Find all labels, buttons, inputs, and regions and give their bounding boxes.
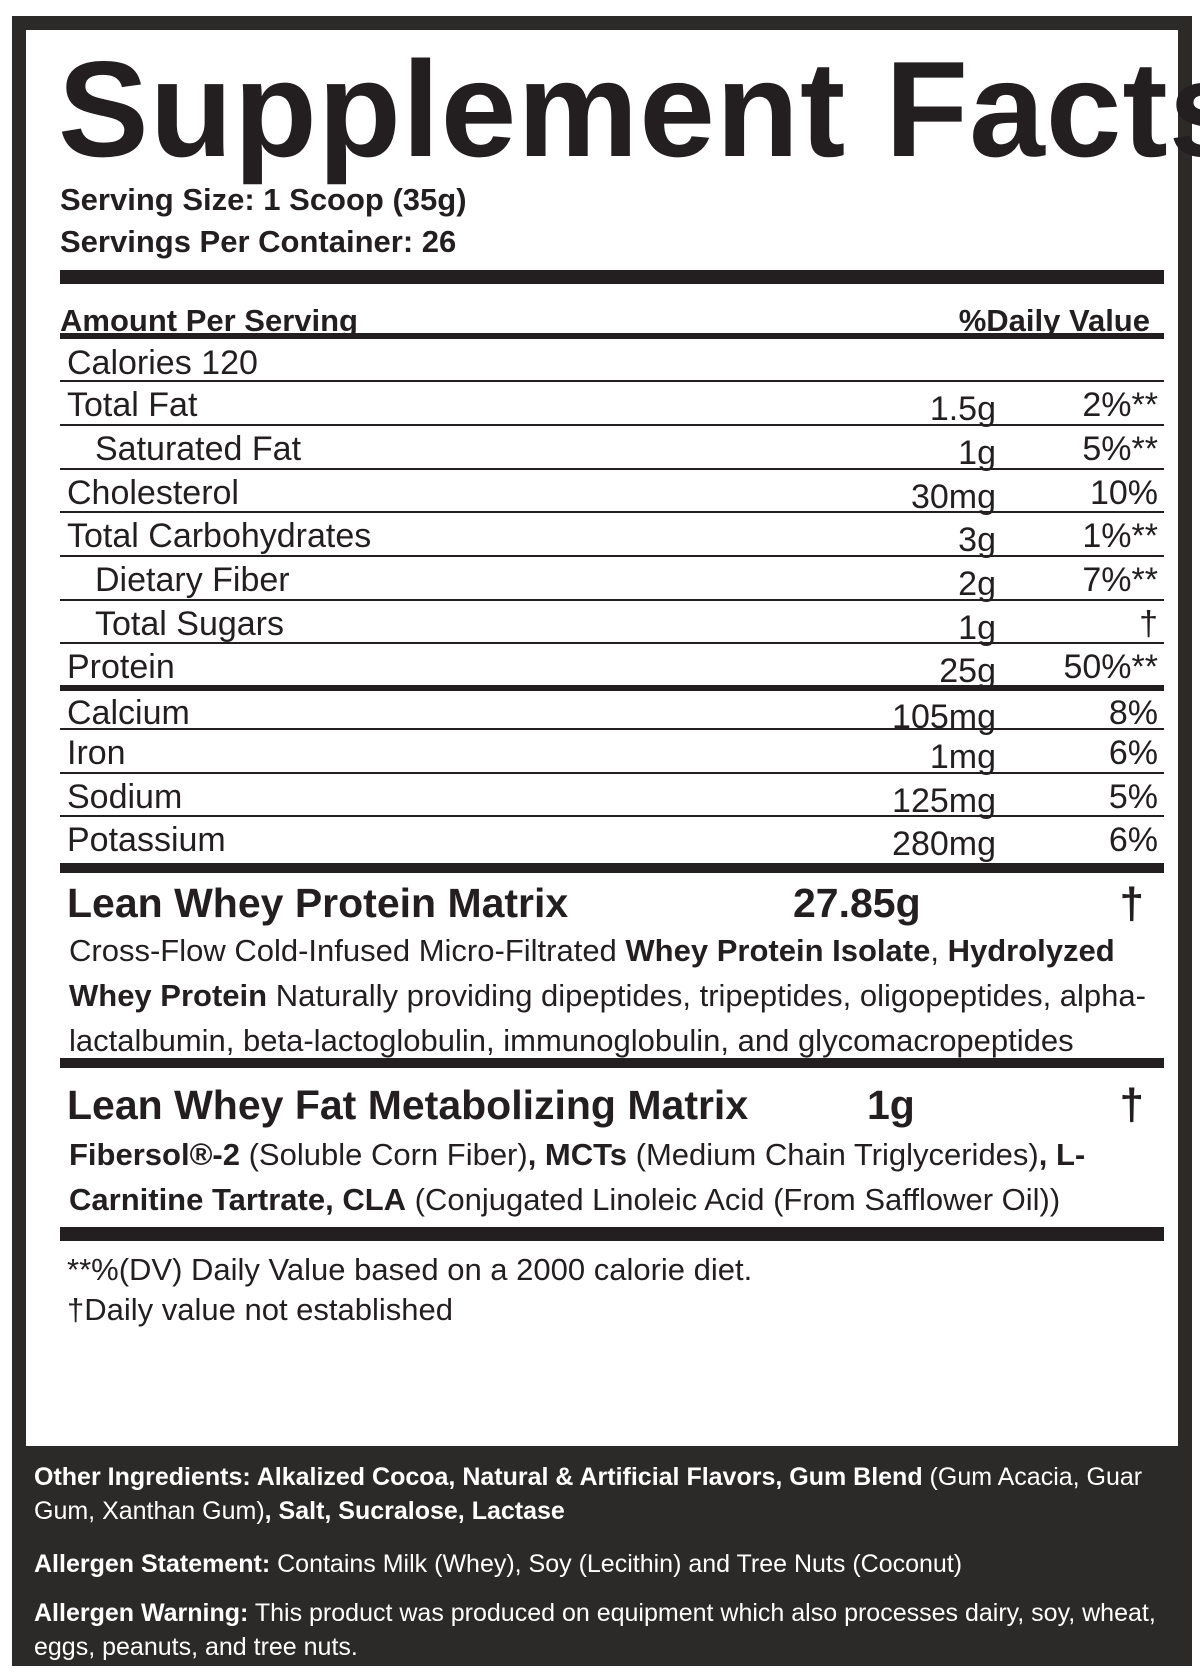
other-ingredients-text: (Gum Acacia, Guar Gum, Xanthan Gum) xyxy=(34,1463,1143,1525)
allergen-warning-label: Allergen Warning: xyxy=(34,1599,249,1627)
mineral-amount: 1mg xyxy=(929,738,996,776)
nutrient-row: Total Sugars 1g † xyxy=(60,601,1164,647)
desc-text: Naturally providing dipeptides, tripepti… xyxy=(69,978,1146,1058)
mineral-name: Calcium xyxy=(67,694,190,732)
divider-thin xyxy=(60,815,1164,817)
nutrient-daily-value: 10% xyxy=(1089,474,1158,512)
nutrient-amount: 2g xyxy=(958,565,996,603)
mineral-amount: 125mg xyxy=(892,782,996,820)
nutrient-name: Total Carbohydrates xyxy=(67,517,372,555)
nutrient-amount: 25g xyxy=(939,652,996,690)
desc-text: (Soluble Corn Fiber) xyxy=(239,1137,528,1172)
divider-thick xyxy=(60,863,1164,873)
dagger-footnote: †Daily value not established xyxy=(67,1292,454,1327)
mineral-row: Potassium 280mg 6% xyxy=(60,817,1164,863)
daily-value-footnote: **%(DV) Daily Value based on a 2000 calo… xyxy=(67,1252,753,1287)
other-ingredients-bold: Other Ingredients: Alkalized Cocoa, Natu… xyxy=(34,1463,923,1491)
divider-thick xyxy=(60,1058,1164,1068)
desc-text: , xyxy=(930,933,948,968)
mineral-row: Iron 1mg 6% xyxy=(60,730,1164,776)
nutrient-daily-value: 2%** xyxy=(1082,386,1158,424)
nutrient-name: Dietary Fiber xyxy=(95,561,290,599)
nutrient-daily-value: 50%** xyxy=(1063,648,1158,686)
desc-bold-ingredient: , L-Carnitine Tartrate, CLA xyxy=(69,1137,1086,1217)
nutrient-row: Total Fat 1.5g 2%** xyxy=(60,382,1164,428)
page-title: Supplement Facts xyxy=(58,33,1200,185)
divider-thin xyxy=(60,642,1164,644)
supplement-facts-panel: Supplement Facts Serving Size: 1 Scoop (… xyxy=(26,30,1200,1446)
nutrient-daily-value: 1%** xyxy=(1082,517,1158,555)
desc-bold-ingredient: , MCTs xyxy=(527,1137,628,1172)
allergen-warning: Allergen Warning: This product was produ… xyxy=(34,1596,1174,1664)
divider-medium xyxy=(60,333,1164,339)
desc-bold-ingredient: Fibersol®-2 xyxy=(69,1137,240,1172)
divider-thin xyxy=(60,599,1164,601)
allergen-statement-text: Contains Milk (Whey), Soy (Lecithin) and… xyxy=(270,1550,963,1578)
nutrient-name: Protein xyxy=(67,648,175,686)
nutrient-name: Total Fat xyxy=(67,386,198,424)
blend-description: Fibersol®-2 (Soluble Corn Fiber), MCTs (… xyxy=(69,1132,1159,1222)
desc-text: (Medium Chain Triglycerides) xyxy=(627,1137,1039,1172)
allergen-statement-label: Allergen Statement: xyxy=(34,1550,271,1578)
nutrient-amount: 1.5g xyxy=(929,390,996,428)
blend-daily-value: † xyxy=(1119,879,1144,928)
divider-thin xyxy=(60,728,1164,730)
serving-size: Serving Size: 1 Scoop (35g) xyxy=(60,182,467,217)
allergen-warning-text: This product was produced on equipment w… xyxy=(34,1599,1156,1661)
divider-thin xyxy=(60,511,1164,513)
desc-bold-ingredient: Whey Protein Isolate xyxy=(625,933,931,968)
mineral-daily-value: 8% xyxy=(1108,694,1158,732)
nutrient-row: Dietary Fiber 2g 7%** xyxy=(60,557,1164,603)
nutrient-row: Saturated Fat 1g 5%** xyxy=(60,426,1164,472)
calories-label: Calories 120 xyxy=(67,344,258,382)
divider-thick xyxy=(60,270,1164,284)
label-frame: Supplement Facts Serving Size: 1 Scoop (… xyxy=(12,16,1200,1666)
mineral-daily-value: 6% xyxy=(1108,821,1158,859)
nutrient-amount: 30mg xyxy=(910,478,996,516)
mineral-name: Potassium xyxy=(67,821,226,859)
nutrient-row: Cholesterol 30mg 10% xyxy=(60,470,1164,516)
nutrient-amount: 3g xyxy=(958,521,996,559)
mineral-row: Sodium 125mg 5% xyxy=(60,774,1164,820)
nutrient-amount: 1g xyxy=(958,434,996,472)
nutrient-name: Cholesterol xyxy=(67,474,239,512)
desc-text: Cross-Flow Cold-Infused Micro-Filtrated xyxy=(69,933,626,968)
blend-daily-value: † xyxy=(1119,1080,1144,1129)
divider-medium xyxy=(60,685,1164,691)
calories-row: Calories 120 xyxy=(60,340,1164,386)
blend-description: Cross-Flow Cold-Infused Micro-Filtrated … xyxy=(69,928,1159,1063)
mineral-amount: 280mg xyxy=(892,825,996,863)
divider-thin xyxy=(60,468,1164,470)
desc-text: (Conjugated Linoleic Acid (From Safflowe… xyxy=(406,1182,1061,1217)
nutrient-row: Total Carbohydrates 3g 1%** xyxy=(60,513,1164,559)
divider-thin xyxy=(60,555,1164,557)
desc-bold-ingredient: Hydrolyzed Whey Protein xyxy=(69,933,1115,1013)
mineral-name: Iron xyxy=(67,734,126,772)
blend-title: Lean Whey Fat Metabolizing Matrix xyxy=(67,1082,749,1128)
daily-value-header: %Daily Value xyxy=(958,303,1150,338)
divider-thin xyxy=(60,424,1164,426)
blend-amount: 27.85g xyxy=(793,880,921,926)
divider-thin xyxy=(60,380,1164,382)
blend-amount: 1g xyxy=(867,1082,915,1128)
nutrient-daily-value: 7%** xyxy=(1082,561,1158,599)
blend-title: Lean Whey Protein Matrix xyxy=(67,880,569,926)
allergen-statement: Allergen Statement: Contains Milk (Whey)… xyxy=(34,1547,1174,1581)
nutrient-daily-value: 5%** xyxy=(1082,430,1158,468)
nutrient-name: Saturated Fat xyxy=(95,430,302,468)
divider-thin xyxy=(60,772,1164,774)
nutrient-amount: 1g xyxy=(958,609,996,647)
other-ingredients-bold: , Salt, Sucralose, Lactase xyxy=(264,1497,565,1525)
nutrient-name: Total Sugars xyxy=(95,605,284,643)
amount-per-serving-header: Amount Per Serving xyxy=(60,303,358,338)
nutrient-row: Protein 25g 50%** xyxy=(60,644,1164,690)
mineral-name: Sodium xyxy=(67,778,183,816)
nutrient-daily-value: † xyxy=(1139,605,1158,643)
other-ingredients: Other Ingredients: Alkalized Cocoa, Natu… xyxy=(34,1460,1174,1528)
servings-per-container: Servings Per Container: 26 xyxy=(60,224,457,259)
divider-thick xyxy=(60,1227,1164,1241)
mineral-daily-value: 6% xyxy=(1108,734,1158,772)
mineral-daily-value: 5% xyxy=(1108,778,1158,816)
